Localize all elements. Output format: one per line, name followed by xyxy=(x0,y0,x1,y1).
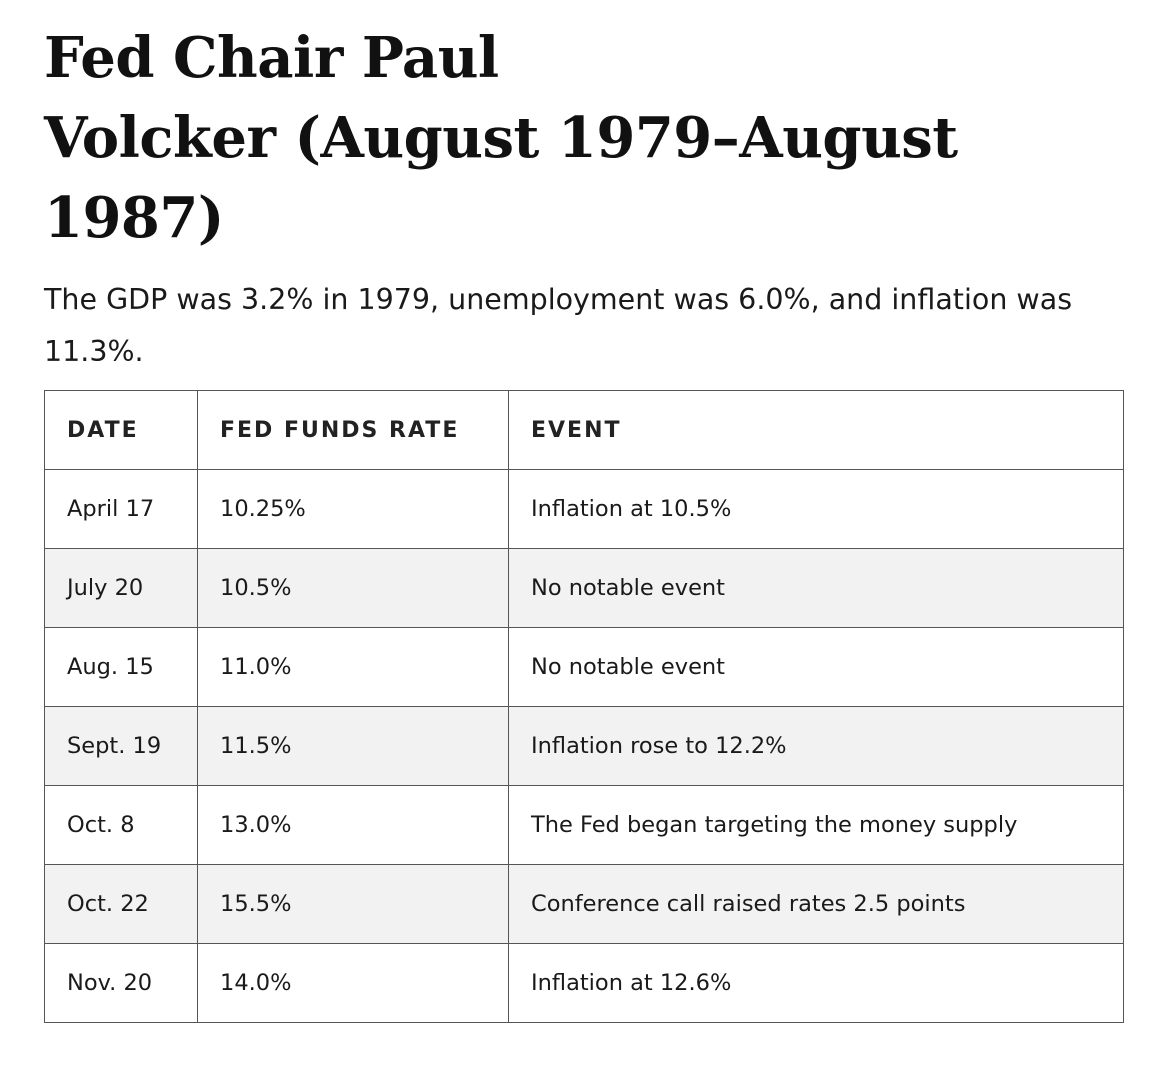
cell-date: Oct. 8 xyxy=(44,785,198,865)
page-title-line-1: Fed Chair Paul xyxy=(44,25,499,91)
cell-event: Inflation at 12.6% xyxy=(508,943,1124,1023)
cell-rate: 14.0% xyxy=(197,943,509,1023)
cell-event: Conference call raised rates 2.5 points xyxy=(508,864,1124,944)
cell-event: Inflation rose to 12.2% xyxy=(508,706,1124,786)
page-title-line-2: Volcker (August 1979–August 1987) xyxy=(44,105,958,251)
cell-event: No notable event xyxy=(508,548,1124,628)
table-header-row: DATE FED FUNDS RATE EVENT xyxy=(44,390,1124,470)
cell-date: July 20 xyxy=(44,548,198,628)
table-row: April 17 10.25% Inflation at 10.5% xyxy=(44,469,1124,549)
cell-rate: 13.0% xyxy=(197,785,509,865)
cell-event: No notable event xyxy=(508,627,1124,707)
cell-event: The Fed began targeting the money supply xyxy=(508,785,1124,865)
page-title: Fed Chair Paul Volcker (August 1979–Augu… xyxy=(44,18,1124,258)
cell-rate: 11.5% xyxy=(197,706,509,786)
table-row: Oct. 8 13.0% The Fed began targeting the… xyxy=(44,785,1124,865)
cell-date: Oct. 22 xyxy=(44,864,198,944)
cell-date: April 17 xyxy=(44,469,198,549)
fed-funds-rate-table: DATE FED FUNDS RATE EVENT April 17 10.25… xyxy=(44,390,1124,1023)
cell-rate: 10.5% xyxy=(197,548,509,628)
column-header-date: DATE xyxy=(44,390,198,470)
table-row: July 20 10.5% No notable event xyxy=(44,548,1124,628)
table-row: Sept. 19 11.5% Inflation rose to 12.2% xyxy=(44,706,1124,786)
table-row: Oct. 22 15.5% Conference call raised rat… xyxy=(44,864,1124,944)
cell-date: Aug. 15 xyxy=(44,627,198,707)
article: Fed Chair Paul Volcker (August 1979–Augu… xyxy=(44,0,1124,1023)
table-row: Nov. 20 14.0% Inflation at 12.6% xyxy=(44,943,1124,1023)
cell-date: Sept. 19 xyxy=(44,706,198,786)
column-header-fed-funds-rate: FED FUNDS RATE xyxy=(197,390,509,470)
cell-event: Inflation at 10.5% xyxy=(508,469,1124,549)
cell-rate: 10.25% xyxy=(197,469,509,549)
intro-paragraph: The GDP was 3.2% in 1979, unemployment w… xyxy=(44,283,1073,368)
cell-rate: 15.5% xyxy=(197,864,509,944)
table-row: Aug. 15 11.0% No notable event xyxy=(44,627,1124,707)
column-header-event: EVENT xyxy=(508,390,1124,470)
cell-date: Nov. 20 xyxy=(44,943,198,1023)
cell-rate: 11.0% xyxy=(197,627,509,707)
